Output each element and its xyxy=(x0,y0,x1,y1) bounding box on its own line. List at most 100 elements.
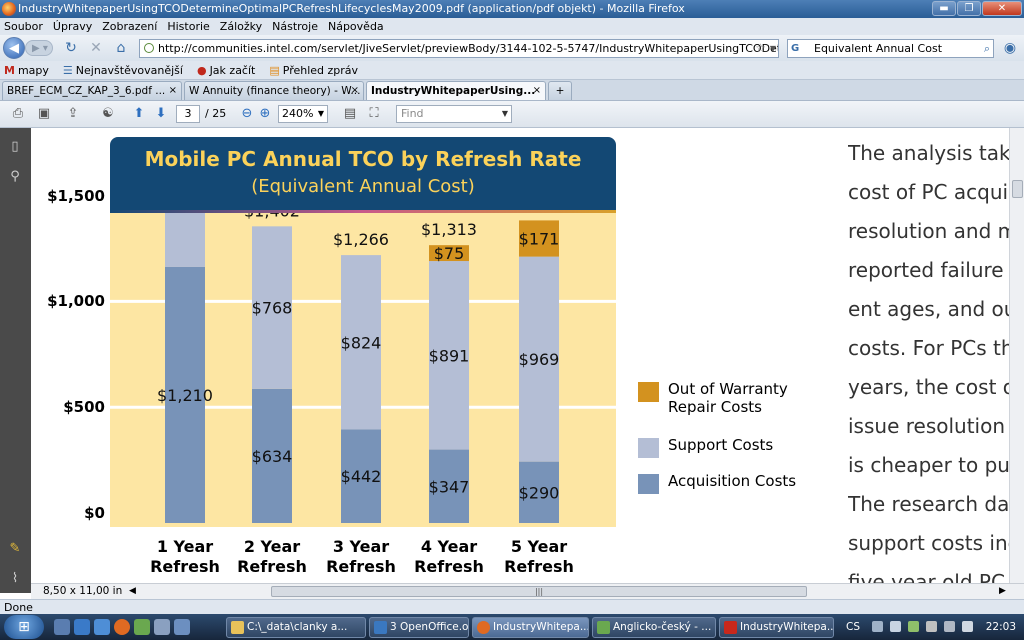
chart-title: Mobile PC Annual TCO by Refresh Rate xyxy=(144,147,582,171)
ie-icon[interactable] xyxy=(94,619,110,635)
app-icon[interactable] xyxy=(174,619,190,635)
url-bar[interactable]: http://communities.intel.com/servlet/Jiv… xyxy=(139,39,779,58)
search-box[interactable]: G Equivalent Annual Cost ⌕ xyxy=(787,39,994,58)
home-icon[interactable]: ⌂ xyxy=(116,40,126,56)
menu-history[interactable]: Historie xyxy=(167,20,210,33)
bar-segment xyxy=(429,449,469,523)
volume-icon[interactable] xyxy=(962,621,973,632)
close-button[interactable]: ✕ xyxy=(982,1,1022,16)
tab-whitepaper[interactable]: IndustryWhitepaperUsing... × xyxy=(366,81,546,100)
task-label: 3 OpenOffice.o... xyxy=(390,621,469,633)
bookmark-item[interactable]: ▤ Přehled zpráv xyxy=(269,61,358,79)
print-icon[interactable]: ⎙ xyxy=(12,106,24,121)
url-dropdown-icon[interactable]: ▼ xyxy=(769,44,776,53)
save-icon[interactable]: ▣ xyxy=(37,106,51,121)
page-size: 8,50 x 11,00 in xyxy=(43,585,123,597)
new-tab-button[interactable]: + xyxy=(548,81,572,100)
task-pdf[interactable]: IndustryWhitepa... xyxy=(719,617,834,638)
tray-icon[interactable] xyxy=(908,621,919,632)
show-desktop-icon[interactable] xyxy=(54,619,70,635)
back-button[interactable]: ◀ xyxy=(3,37,25,59)
start-button[interactable]: ⊞ xyxy=(4,615,44,639)
task-explorer[interactable]: C:\_data\clanky a... xyxy=(226,617,366,638)
task-label: C:\_data\clanky a... xyxy=(247,621,348,633)
segment-value-label: $347 xyxy=(429,477,470,496)
comments-panel-icon[interactable]: ✎ xyxy=(9,541,21,556)
tab-bar: BREF_ECM_CZ_KAP_3_6.pdf ... × W Annuity (… xyxy=(0,80,1024,101)
task-dictionary[interactable]: Anglicko-český - ... xyxy=(592,617,716,638)
task-firefox[interactable]: IndustryWhitepa... xyxy=(472,617,589,638)
menu-help[interactable]: Nápověda xyxy=(327,20,384,33)
tab-close-icon[interactable]: × xyxy=(350,85,359,96)
menu-file[interactable]: Soubor xyxy=(4,20,43,33)
zoom-select[interactable]: 240% ▼ xyxy=(278,105,328,123)
maximize-button[interactable]: ❐ xyxy=(957,1,981,16)
firefox-quicklaunch-icon[interactable] xyxy=(114,619,130,635)
segment-value-label: $824 xyxy=(341,333,382,352)
search-engine-icon[interactable]: G xyxy=(791,43,800,54)
menu-view[interactable]: Zobrazení xyxy=(102,20,158,33)
hand-tool-icon[interactable]: ☯ xyxy=(102,106,114,121)
tray-icon[interactable] xyxy=(890,621,901,632)
body-text: The analysis takes cost of PC acquis res… xyxy=(848,134,1009,583)
share-icon[interactable]: ⇪ xyxy=(67,106,79,121)
tray-icon[interactable] xyxy=(926,621,937,632)
scroll-right-icon[interactable]: ▶ xyxy=(999,586,1006,596)
bar-segment xyxy=(429,245,469,262)
fit-page-icon[interactable]: ▤ xyxy=(343,106,357,121)
task-openoffice[interactable]: 3 OpenOffice.o... xyxy=(369,617,469,638)
attachments-panel-icon[interactable]: ⌇ xyxy=(11,571,19,586)
bar-segment xyxy=(252,388,292,523)
scroll-left-icon[interactable]: ◀ xyxy=(129,586,136,596)
folder-icon xyxy=(231,621,244,634)
minimize-button[interactable]: ▬ xyxy=(932,1,956,16)
previous-page-icon[interactable]: ⬆ xyxy=(133,106,145,121)
bookmark-item[interactable]: ● Jak začít xyxy=(197,61,255,79)
zoom-in-icon[interactable]: ⊕ xyxy=(259,106,271,121)
zoom-out-icon[interactable]: ⊖ xyxy=(241,106,253,121)
scrollbar-thumb[interactable] xyxy=(1012,180,1023,198)
bookmarks-panel-icon[interactable]: ⚲ xyxy=(10,169,20,184)
fit-width-icon[interactable]: ⛶ xyxy=(369,106,379,121)
vertical-scrollbar[interactable] xyxy=(1009,128,1024,583)
search-input[interactable]: Equivalent Annual Cost xyxy=(814,42,943,55)
tab-bref[interactable]: BREF_ECM_CZ_KAP_3_6.pdf ... × xyxy=(2,81,182,100)
tab-annuity[interactable]: W Annuity (finance theory) - W... × xyxy=(184,81,364,100)
tray-icon[interactable] xyxy=(872,621,883,632)
bookmark-label: Jak začít xyxy=(209,63,256,77)
clock[interactable]: 22:03 xyxy=(985,621,1016,633)
x-tick-label: Refresh xyxy=(504,557,574,576)
reload-icon[interactable]: ↻ xyxy=(65,40,77,56)
find-input[interactable]: Find ▼ xyxy=(396,105,512,123)
network-icon[interactable] xyxy=(944,621,955,632)
page-count: / 25 xyxy=(205,107,227,120)
legend-swatch-acquisition xyxy=(638,474,659,494)
tab-label: BREF_ECM_CZ_KAP_3_6.pdf ... xyxy=(7,85,166,97)
app-icon[interactable] xyxy=(134,619,150,635)
bookmark-item[interactable]: ☰ Nejnavštěvovanější xyxy=(63,61,183,79)
site-identity-icon[interactable] xyxy=(144,43,154,53)
bar-segment xyxy=(252,226,292,389)
y-tick-label: $500 xyxy=(63,398,105,417)
tab-close-icon[interactable]: × xyxy=(168,85,177,96)
pages-panel-icon[interactable]: ▯ xyxy=(11,139,19,154)
menu-bookmarks[interactable]: Záložky xyxy=(219,20,263,33)
bookmark-star-icon[interactable]: ☆ xyxy=(755,41,766,55)
horizontal-scrollbar[interactable]: ||| xyxy=(271,586,807,597)
forward-button[interactable]: ▶ ▾ xyxy=(25,40,53,56)
menu-tools[interactable]: Nástroje xyxy=(272,20,318,33)
stop-icon[interactable]: ✕ xyxy=(90,40,102,56)
page-number-input[interactable]: 3 xyxy=(176,105,200,123)
next-page-icon[interactable]: ⬇ xyxy=(155,106,167,121)
status-bar: Done xyxy=(0,599,1024,614)
explorer-icon[interactable] xyxy=(74,619,90,635)
segment-value-label: $1,210 xyxy=(157,386,213,405)
language-indicator[interactable]: CS xyxy=(846,621,860,633)
app-icon[interactable] xyxy=(154,619,170,635)
search-icon[interactable]: ⌕ xyxy=(983,42,990,55)
addon-icon[interactable]: ◉ xyxy=(1003,40,1017,56)
menu-edit[interactable]: Úpravy xyxy=(52,20,93,33)
tab-close-icon[interactable]: × xyxy=(532,85,541,96)
